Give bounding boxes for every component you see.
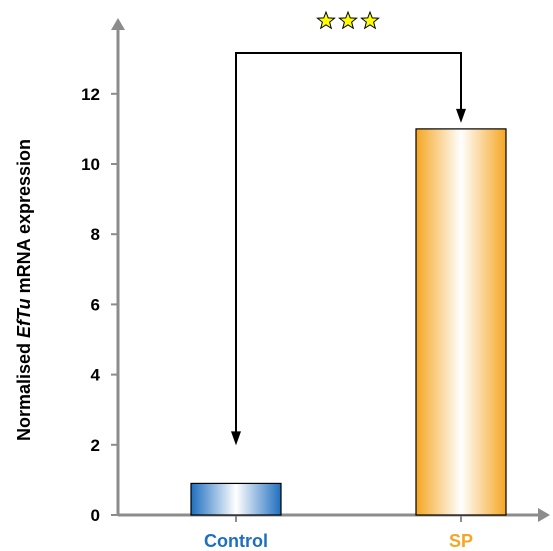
bar-control bbox=[190, 482, 282, 516]
y-tick-label: 6 bbox=[91, 295, 100, 314]
y-axis-label-part-3: mRNA expression bbox=[14, 139, 34, 298]
y-tick-label: 4 bbox=[91, 366, 101, 385]
significance-star bbox=[338, 10, 358, 30]
significance-star bbox=[316, 10, 336, 30]
bracket-line bbox=[235, 52, 462, 434]
significance-bracket: ☆☆☆ bbox=[231, 10, 466, 446]
y-tick-label: 0 bbox=[91, 506, 100, 525]
y-tick-label: 2 bbox=[91, 436, 100, 455]
category-label: SP bbox=[449, 531, 473, 551]
y-axis-arrow bbox=[111, 18, 125, 30]
y-ticks: 0 2 4 6 8 10 12 bbox=[81, 85, 462, 525]
y-axis-label-part-1: Normalised bbox=[14, 338, 34, 441]
category-labels: Control SP bbox=[204, 531, 473, 551]
category-label: Control bbox=[204, 531, 268, 551]
bar-sp bbox=[415, 128, 507, 516]
significance-star bbox=[360, 10, 380, 30]
bracket-arrow-left bbox=[231, 431, 241, 446]
y-tick-label: 10 bbox=[81, 155, 100, 174]
bars bbox=[190, 128, 507, 516]
x-axis-arrow bbox=[538, 508, 550, 522]
y-axis-label-gene: EfTu bbox=[14, 298, 34, 338]
bracket-arrow-right bbox=[456, 108, 466, 123]
y-tick-label: 8 bbox=[91, 225, 100, 244]
y-axis-label: Normalised EfTu mRNA expression bbox=[14, 139, 34, 441]
y-tick-label: 12 bbox=[81, 85, 100, 104]
